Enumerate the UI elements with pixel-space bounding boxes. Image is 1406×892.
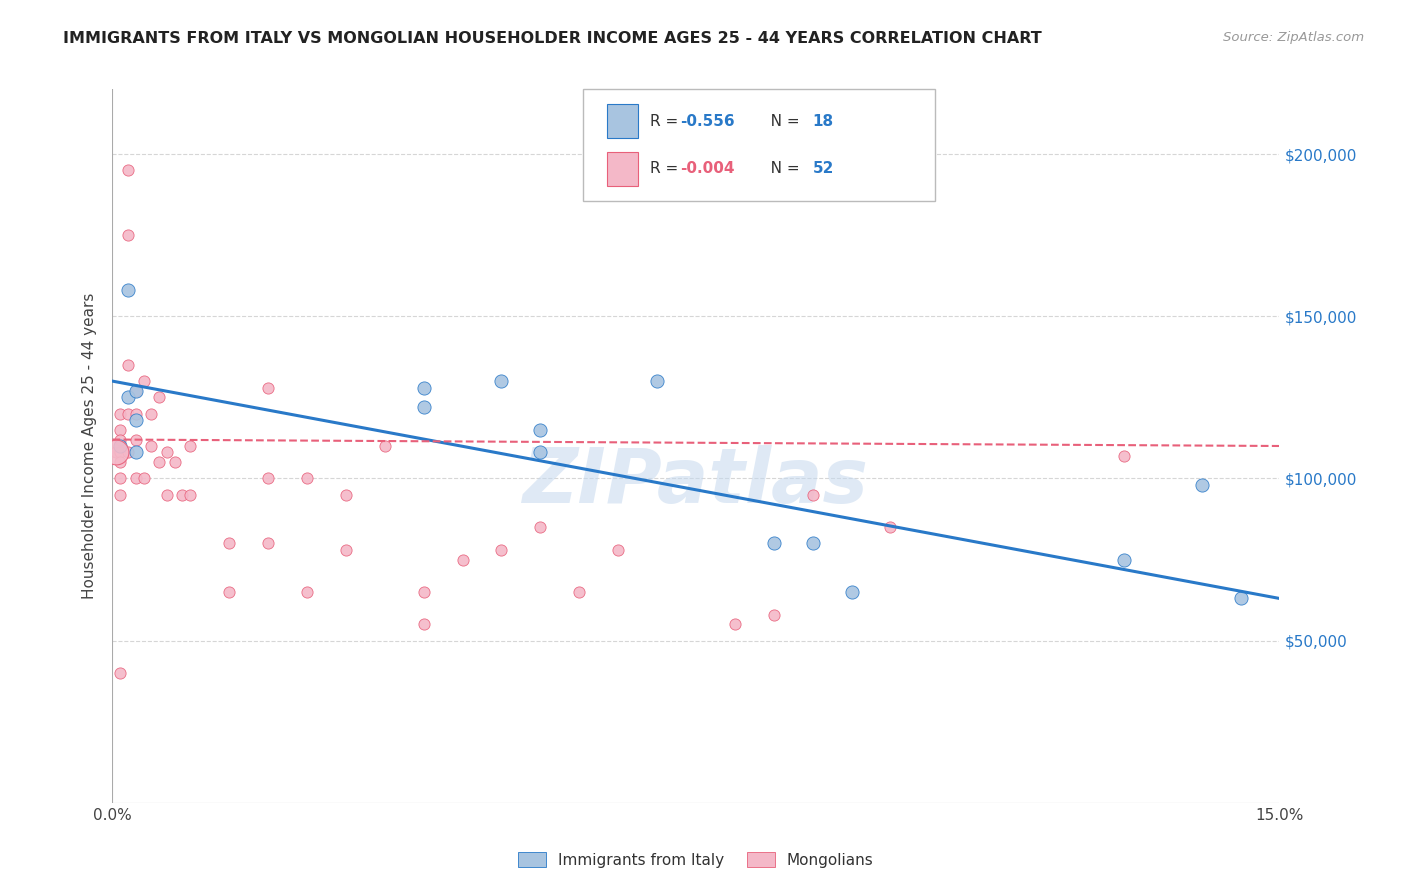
Point <box>295 585 318 599</box>
Point <box>491 542 513 557</box>
Point <box>529 520 551 534</box>
Point <box>110 445 132 459</box>
Point <box>156 445 179 459</box>
Point <box>412 400 434 414</box>
Point <box>295 471 318 485</box>
Text: 18: 18 <box>813 114 834 128</box>
Point <box>132 471 155 485</box>
Text: ZIPatlas: ZIPatlas <box>523 445 869 518</box>
Point <box>1112 449 1135 463</box>
Point <box>125 413 148 427</box>
Point <box>117 358 139 372</box>
Point <box>105 445 128 459</box>
Point <box>645 374 668 388</box>
Point <box>156 488 179 502</box>
Point <box>117 163 139 178</box>
Point <box>125 384 148 398</box>
Text: 52: 52 <box>813 161 834 176</box>
Point <box>110 423 132 437</box>
Point <box>110 471 132 485</box>
Point <box>218 585 240 599</box>
Point <box>335 542 357 557</box>
Point <box>1191 478 1213 492</box>
Point <box>125 407 148 421</box>
Point <box>257 381 280 395</box>
Point <box>257 536 280 550</box>
Point <box>163 455 186 469</box>
Point <box>110 407 132 421</box>
Point <box>801 536 824 550</box>
Point <box>179 439 201 453</box>
Point <box>1112 552 1135 566</box>
Point <box>132 374 155 388</box>
Point <box>110 488 132 502</box>
Point <box>172 488 194 502</box>
Point <box>841 585 863 599</box>
Point <box>491 374 513 388</box>
Point <box>762 607 785 622</box>
Point <box>724 617 747 632</box>
Point <box>125 384 148 398</box>
Point <box>148 390 170 404</box>
Point <box>801 488 824 502</box>
Point <box>125 433 148 447</box>
Point <box>762 536 785 550</box>
Point <box>110 433 132 447</box>
Point <box>412 585 434 599</box>
Point <box>117 407 139 421</box>
Point <box>117 390 139 404</box>
Point <box>335 488 357 502</box>
Point <box>148 455 170 469</box>
Point <box>179 488 201 502</box>
Point <box>141 407 163 421</box>
Point <box>117 228 139 243</box>
Legend: Immigrants from Italy, Mongolians: Immigrants from Italy, Mongolians <box>512 846 880 873</box>
Point <box>607 542 630 557</box>
Text: -0.556: -0.556 <box>681 114 735 128</box>
Text: -0.004: -0.004 <box>681 161 735 176</box>
Point <box>141 439 163 453</box>
Point <box>117 283 139 297</box>
Point <box>110 439 132 453</box>
Point <box>451 552 474 566</box>
Point <box>125 445 148 459</box>
Point <box>257 471 280 485</box>
Text: R =: R = <box>650 114 683 128</box>
Point <box>218 536 240 550</box>
Text: N =: N = <box>756 114 804 128</box>
Point <box>117 445 139 459</box>
Point <box>1229 591 1251 606</box>
Point <box>105 445 128 459</box>
Text: R =: R = <box>650 161 683 176</box>
Point <box>529 445 551 459</box>
Text: N =: N = <box>756 161 804 176</box>
Y-axis label: Householder Income Ages 25 - 44 years: Householder Income Ages 25 - 44 years <box>82 293 97 599</box>
Text: Source: ZipAtlas.com: Source: ZipAtlas.com <box>1223 31 1364 45</box>
Point <box>568 585 591 599</box>
Text: IMMIGRANTS FROM ITALY VS MONGOLIAN HOUSEHOLDER INCOME AGES 25 - 44 YEARS CORRELA: IMMIGRANTS FROM ITALY VS MONGOLIAN HOUSE… <box>63 31 1042 46</box>
Point <box>412 617 434 632</box>
Point <box>110 666 132 681</box>
Point <box>529 423 551 437</box>
Point <box>412 381 434 395</box>
Point <box>125 471 148 485</box>
Point <box>110 455 132 469</box>
Point <box>879 520 901 534</box>
Point <box>374 439 396 453</box>
